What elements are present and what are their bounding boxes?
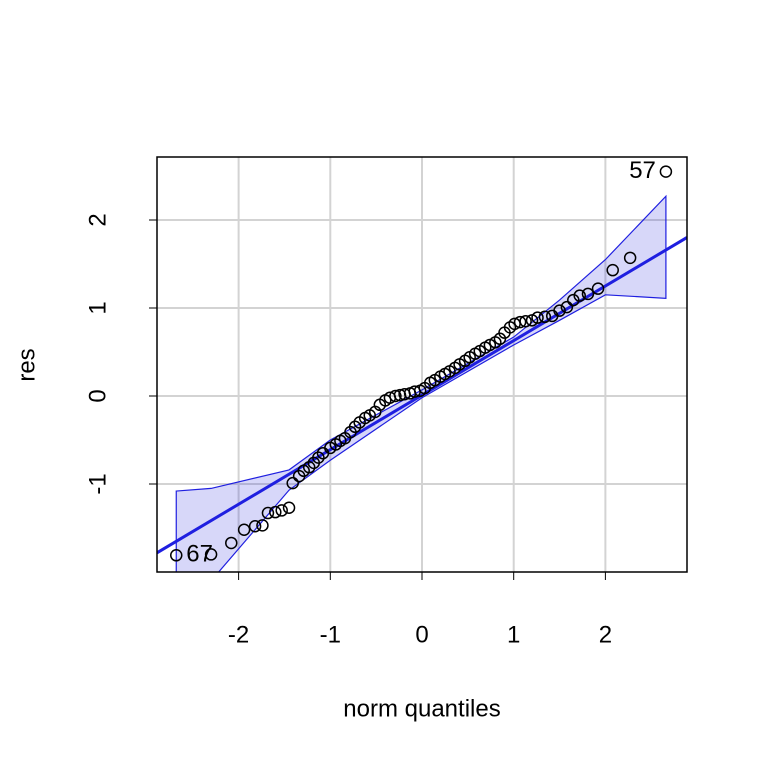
point	[312, 451, 325, 464]
point	[282, 501, 296, 515]
point	[256, 519, 269, 532]
point	[302, 461, 316, 474]
x-axis-label: norm quantiles	[343, 695, 500, 722]
point	[591, 282, 605, 295]
point	[248, 519, 262, 533]
x-tick-label: -1	[320, 621, 341, 648]
point	[623, 251, 637, 265]
point	[553, 304, 566, 317]
x-tick-label: 1	[507, 621, 520, 648]
plot-area	[157, 165, 687, 572]
point	[567, 293, 580, 307]
point	[531, 311, 544, 324]
point	[225, 536, 238, 550]
y-tick-label: 1	[84, 301, 111, 314]
y-tick-label: 0	[84, 389, 111, 402]
point	[261, 506, 275, 520]
point	[573, 289, 586, 302]
point	[513, 315, 527, 329]
point	[237, 523, 251, 537]
point	[348, 420, 362, 434]
y-tick-label: 2	[84, 213, 111, 226]
point	[519, 314, 532, 328]
x-tick-label: 2	[599, 621, 612, 648]
point	[204, 548, 218, 561]
point	[269, 505, 282, 519]
point	[560, 300, 574, 314]
point	[389, 389, 402, 403]
point	[275, 504, 288, 517]
point	[581, 287, 595, 301]
point	[659, 165, 673, 178]
point	[170, 549, 183, 562]
y-tick-label: -1	[84, 473, 111, 494]
confidence-band	[175, 194, 667, 572]
point	[538, 310, 552, 324]
plot-frame	[156, 156, 688, 573]
x-tick-label: 0	[415, 621, 428, 648]
point	[606, 263, 619, 277]
point-label: 57	[629, 157, 656, 184]
y-axis-label: res	[13, 348, 40, 381]
point	[286, 476, 299, 490]
point-label: 67	[186, 541, 213, 568]
x-tick-label: -2	[228, 621, 249, 648]
